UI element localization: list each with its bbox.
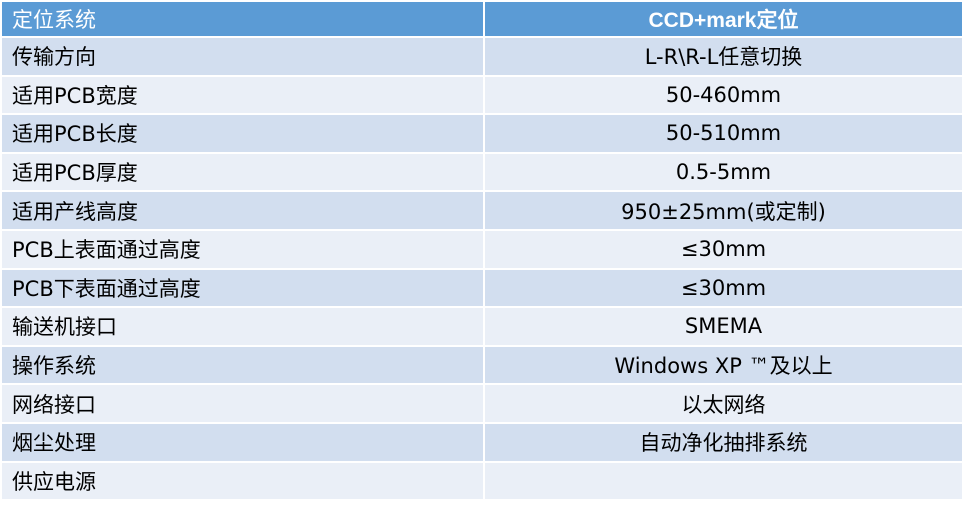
table-row: 供应电源 [0,460,964,502]
table-row: PCB上表面通过高度 ≤30mm [0,228,964,270]
row-value: 以太网络 [483,383,964,424]
row-label: 适用产线高度 [0,190,485,231]
table-row: 适用PCB宽度 50-460mm [0,74,964,116]
row-label: 适用PCB长度 [0,113,485,154]
row-value: 50-460mm [483,74,964,116]
table-row: 适用PCB厚度 0.5-5mm [0,151,964,193]
table-row: 传输方向 L-R\R-L任意切换 [0,36,964,77]
table-row: 操作系统 Windows XP ™及以上 [0,344,964,386]
table-row: 网络接口 以太网络 [0,383,964,424]
row-value: 50-510mm [483,113,964,154]
table-row: 烟尘处理 自动净化抽排系统 [0,421,964,463]
table-row: 输送机接口 SMEMA [0,306,964,347]
row-value: SMEMA [483,306,964,347]
row-label: PCB下表面通过高度 [0,267,485,309]
row-label: 烟尘处理 [0,421,485,463]
row-value: L-R\R-L任意切换 [483,36,964,77]
row-value: ≤30mm [483,228,964,270]
row-label: 供应电源 [0,460,485,502]
header-label: 定位系统 [0,0,485,38]
table-header: 定位系统 CCD+mark定位 [0,0,964,38]
row-label: 操作系统 [0,344,485,386]
row-value: 950±25mm(或定制) [483,190,964,231]
row-label: 输送机接口 [0,306,485,347]
header-value: CCD+mark定位 [483,0,964,38]
row-label: 适用PCB厚度 [0,151,485,193]
row-label: 传输方向 [0,36,485,77]
row-value: Windows XP ™及以上 [483,344,964,386]
table-row: 适用PCB长度 50-510mm [0,113,964,154]
table-row: PCB下表面通过高度 ≤30mm [0,267,964,309]
row-label: PCB上表面通过高度 [0,228,485,270]
spec-table: 定位系统 CCD+mark定位 传输方向 L-R\R-L任意切换 适用PCB宽度 50… [0,0,964,502]
table-row: 适用产线高度 950±25mm(或定制) [0,190,964,231]
row-value: 0.5-5mm [483,151,964,193]
row-label: 网络接口 [0,383,485,424]
row-value: 自动净化抽排系统 [483,421,964,463]
row-label: 适用PCB宽度 [0,74,485,116]
row-value [483,460,964,502]
row-value: ≤30mm [483,267,964,309]
